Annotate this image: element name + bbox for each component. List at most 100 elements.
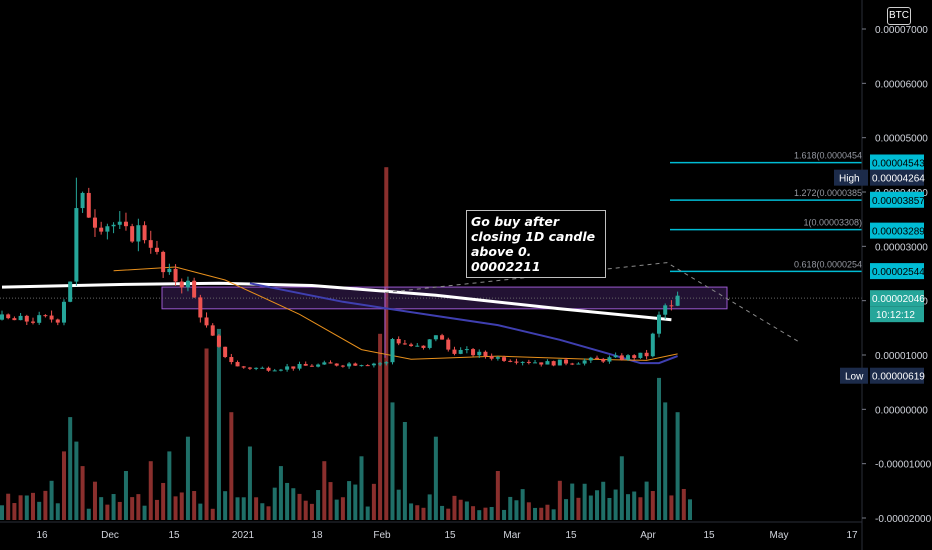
volume-bar xyxy=(483,507,488,520)
candle-body xyxy=(92,217,97,228)
y-tick-label: -0.00002000 xyxy=(875,514,932,525)
candle-body xyxy=(545,361,550,365)
volume-bar xyxy=(582,483,587,520)
candle-body xyxy=(626,355,631,360)
volume-bar xyxy=(272,487,277,520)
volume-bar xyxy=(179,492,184,520)
x-tick-label: May xyxy=(770,530,789,541)
candle-body xyxy=(458,349,463,354)
volume-bar xyxy=(123,471,128,520)
x-tick-label: Feb xyxy=(373,530,391,541)
annotation-note[interactable]: Go buy after closing 1D candle above 0. … xyxy=(466,210,606,278)
candle-body xyxy=(161,251,166,273)
volume-bar xyxy=(607,497,612,520)
candle-body xyxy=(130,226,135,242)
fib-level-label: 1.618(0.0000454 xyxy=(794,151,862,161)
volume-bar xyxy=(502,509,507,520)
candle-body xyxy=(582,360,587,364)
volume-bar xyxy=(396,489,401,520)
candle-body xyxy=(359,365,364,367)
candle-body xyxy=(285,366,290,370)
candle-body xyxy=(185,280,190,288)
candle-body xyxy=(49,315,54,320)
volume-bar xyxy=(359,456,364,520)
candle-body xyxy=(564,359,569,364)
price-label-box xyxy=(870,263,924,280)
volume-bar xyxy=(508,496,513,520)
volume-bar xyxy=(12,503,17,520)
candle-body xyxy=(440,335,445,340)
candle-body xyxy=(607,357,612,362)
price-label-value: 0.00003857 xyxy=(872,196,925,207)
volume-bar xyxy=(477,510,482,520)
candle-body xyxy=(117,221,122,225)
price-label-box xyxy=(870,367,924,384)
candle-body xyxy=(371,363,376,366)
candle-body xyxy=(433,335,438,340)
volume-bar xyxy=(192,491,197,520)
candle-body xyxy=(278,369,283,371)
candle-body xyxy=(347,363,352,367)
x-tick-label: Mar xyxy=(503,530,521,541)
candle-body xyxy=(105,226,110,232)
candle-body xyxy=(61,301,66,323)
volume-bar xyxy=(384,167,389,520)
candle-body xyxy=(136,225,141,242)
candle-body xyxy=(0,314,4,320)
volume-bar xyxy=(545,504,550,520)
volume-bar xyxy=(235,497,240,520)
volume-bar xyxy=(117,501,122,520)
volume-bar xyxy=(644,481,649,520)
candle-body xyxy=(297,363,302,369)
fib-level-label: 0.618(0.0000254 xyxy=(794,259,862,269)
volume-bar xyxy=(353,484,358,520)
volume-bar xyxy=(278,466,283,520)
volume-bar xyxy=(340,497,345,520)
volume-bar xyxy=(514,500,519,520)
volume-bar xyxy=(204,348,209,520)
y-tick-label: -0.00001000 xyxy=(875,460,932,471)
price-label-name: High xyxy=(839,174,860,185)
candle-body xyxy=(452,349,457,354)
volume-bar xyxy=(37,501,42,520)
candle-body xyxy=(669,305,674,307)
volume-bar xyxy=(334,499,339,520)
candle-body xyxy=(557,359,562,366)
volume-bar xyxy=(316,490,321,520)
countdown-box xyxy=(870,306,924,323)
volume-bar xyxy=(657,377,662,520)
candle-body xyxy=(514,361,519,363)
volume-bars xyxy=(0,167,692,520)
candle-body xyxy=(495,357,500,359)
candle-body xyxy=(570,363,575,365)
candle-body xyxy=(421,345,426,348)
candle-body xyxy=(55,319,60,323)
y-tick-label: 0.00005000 xyxy=(875,134,928,145)
candle-body xyxy=(309,365,314,367)
candle-body xyxy=(340,365,345,367)
volume-bar xyxy=(322,461,327,520)
x-tick-label: 17 xyxy=(846,530,858,541)
volume-bar xyxy=(216,328,221,520)
volume-bar xyxy=(266,506,271,520)
fib-extension-levels: 1.618(0.0000454 1.272(0.0000385 1(0.000033… xyxy=(670,151,862,273)
volume-bar xyxy=(402,422,407,520)
candle-body xyxy=(173,268,178,282)
volume-bar xyxy=(229,412,234,520)
candle-body xyxy=(241,366,246,368)
volume-bar xyxy=(30,492,35,520)
y-tick-label: 0.00006000 xyxy=(875,79,928,90)
candle-body xyxy=(291,366,296,369)
candle-body xyxy=(86,192,91,218)
volume-bar xyxy=(111,494,116,520)
currency-badge[interactable]: BTC xyxy=(887,7,911,25)
volume-bar xyxy=(570,483,575,520)
volume-bar xyxy=(588,495,593,520)
volume-bar xyxy=(148,461,153,520)
price-label-value: 0.00000619 xyxy=(872,372,925,383)
volume-bar xyxy=(365,506,370,520)
volume-bar xyxy=(669,495,674,520)
candle-body xyxy=(663,305,668,315)
candle-body xyxy=(24,315,29,322)
